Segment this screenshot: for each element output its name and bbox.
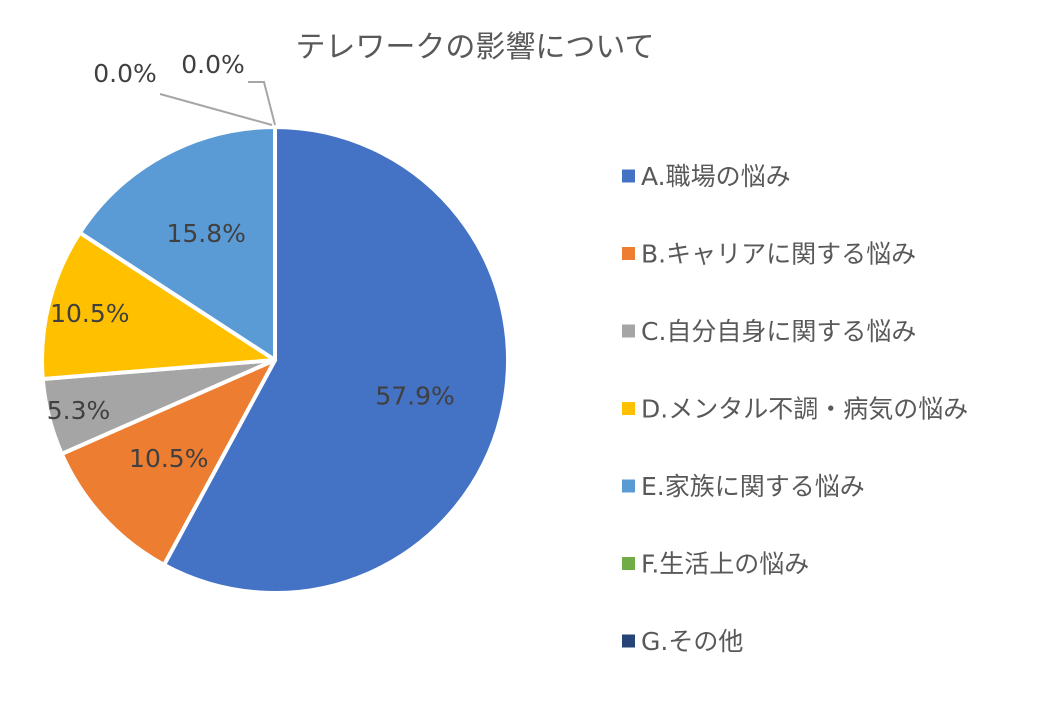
data-label-e: 15.8% bbox=[166, 219, 245, 248]
legend-item-g: G.その他 bbox=[622, 627, 743, 656]
chart-title: テレワークの影響について bbox=[295, 30, 654, 65]
legend-swatch bbox=[622, 247, 635, 260]
legend-swatch bbox=[622, 479, 635, 493]
slice-e bbox=[77, 125, 277, 362]
data-labels: 57.9% 10.5% 5.3% 10.5% 15.8% 0.0% 0.0% bbox=[47, 50, 455, 473]
legend-item-e: E.家族に関する悩み bbox=[622, 472, 865, 501]
legend-label: A.職場の悩み bbox=[641, 162, 791, 191]
legend-label: G.その他 bbox=[641, 627, 743, 656]
legend-label: C.自分自身に関する悩み bbox=[641, 317, 916, 346]
leader-line-g bbox=[159, 93, 273, 126]
leader-line-f bbox=[248, 81, 276, 126]
legend-swatch bbox=[622, 557, 635, 570]
slice-b bbox=[59, 358, 277, 567]
data-label-b: 10.5% bbox=[129, 444, 208, 473]
legend-swatch bbox=[622, 402, 635, 415]
legend-swatch bbox=[622, 324, 635, 338]
legend-label: F.生活上の悩み bbox=[641, 550, 809, 579]
data-label-d: 10.5% bbox=[50, 299, 129, 328]
legend-item-d: D.メンタル不調・病気の悩み bbox=[622, 395, 968, 424]
legend-item-b: B.キャリアに関する悩み bbox=[622, 240, 916, 269]
legend-item-a: A.職場の悩み bbox=[622, 162, 791, 191]
legend-item-c: C.自分自身に関する悩み bbox=[622, 317, 916, 346]
data-label-a: 57.9% bbox=[375, 381, 454, 410]
legend-label: D.メンタル不調・病気の悩み bbox=[641, 395, 968, 424]
data-label-f: 0.0% bbox=[181, 50, 245, 79]
legend-item-f: F.生活上の悩み bbox=[622, 550, 809, 579]
data-label-g: 0.0% bbox=[93, 59, 157, 88]
legend-swatch bbox=[622, 634, 635, 648]
leader-lines bbox=[159, 81, 276, 126]
legend-label: E.家族に関する悩み bbox=[641, 472, 865, 501]
legend: A.職場の悩み B.キャリアに関する悩み C.自分自身に関する悩み D.メンタル不調・… bbox=[622, 162, 968, 656]
slice-d bbox=[40, 230, 277, 382]
data-label-c: 5.3% bbox=[47, 396, 111, 425]
slice-a bbox=[162, 125, 510, 595]
legend-label: B.キャリアに関する悩み bbox=[641, 240, 916, 269]
pie-slices bbox=[40, 125, 510, 595]
legend-swatch bbox=[622, 169, 635, 183]
